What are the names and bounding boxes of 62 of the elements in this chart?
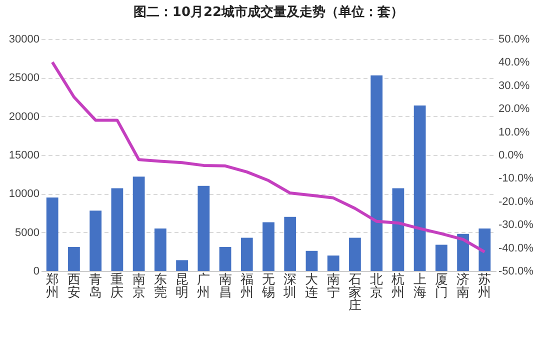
bar xyxy=(46,198,58,271)
bar xyxy=(435,244,448,271)
x-tick-label: 广州 xyxy=(197,272,210,300)
bar xyxy=(68,247,80,271)
x-tick-label: 重庆 xyxy=(110,272,124,300)
y2-tick-label: 10.0% xyxy=(498,126,530,138)
bar xyxy=(154,228,166,271)
chart-title: 图二：10月22城市成交量及走势（单位：套） xyxy=(133,4,404,20)
y2-tick-label: 50.0% xyxy=(498,34,530,46)
bar xyxy=(262,222,274,271)
y-tick-label: 10000 xyxy=(8,188,40,200)
x-tick-label: 无锡 xyxy=(261,272,275,300)
x-tick-label: 昆明 xyxy=(176,272,189,300)
x-tick-label: 福州 xyxy=(240,272,254,300)
bar xyxy=(370,75,383,271)
bar xyxy=(284,216,296,271)
x-tick-label: 深圳 xyxy=(282,272,297,300)
bar xyxy=(457,234,469,271)
y-tick-label: 25000 xyxy=(8,72,40,84)
y2-tick-label: 40.0% xyxy=(498,56,530,69)
bar xyxy=(219,247,232,271)
x-tick-label: 南昌 xyxy=(218,272,232,300)
y2-tick-label: -30.0% xyxy=(498,219,534,232)
x-tick-label: 石家庄 xyxy=(348,272,362,314)
y2-tick-label: 20.0% xyxy=(498,103,530,116)
y2-tick-label: -20.0% xyxy=(498,196,534,208)
x-tick-label: 南京 xyxy=(132,272,146,300)
bar xyxy=(240,238,253,271)
x-tick-label: 上海 xyxy=(413,272,426,300)
bar xyxy=(349,238,361,271)
bar xyxy=(392,188,404,271)
y2-tick-label: 0.0% xyxy=(498,150,524,162)
bar xyxy=(111,188,124,271)
y-tick-label: 20000 xyxy=(8,110,40,123)
x-tick-label: 厦门 xyxy=(434,272,448,300)
bar xyxy=(90,210,102,271)
x-tick-label: 北京 xyxy=(370,272,384,300)
bar xyxy=(176,260,188,271)
x-tick-label: 济南 xyxy=(456,272,470,300)
y2-tick-label: -50.0% xyxy=(498,266,534,278)
y2-tick-label: -40.0% xyxy=(498,242,534,254)
bar xyxy=(132,176,145,271)
x-tick-label: 南宁 xyxy=(326,272,340,300)
x-tick-label: 西安 xyxy=(67,272,80,300)
y-tick-label: 5000 xyxy=(15,226,40,239)
y-tick-label: 0 xyxy=(33,266,40,278)
y-tick-label: 30000 xyxy=(8,34,40,46)
bar xyxy=(198,186,210,271)
x-tick-label: 东莞 xyxy=(154,272,167,300)
y2-tick-label: 30.0% xyxy=(498,80,530,92)
y2-tick-label: -10.0% xyxy=(498,172,534,185)
x-tick-label: 苏州 xyxy=(478,272,492,300)
x-tick-label: 郑州 xyxy=(46,272,59,300)
x-tick-label: 青岛 xyxy=(89,272,102,300)
bar xyxy=(327,256,340,271)
line-series xyxy=(50,60,486,254)
bar xyxy=(414,106,426,271)
bar xyxy=(306,250,318,271)
x-tick-label: 大连 xyxy=(305,272,318,300)
y-tick-label: 15000 xyxy=(8,150,40,162)
x-tick-label: 杭州 xyxy=(390,272,405,300)
bar xyxy=(478,228,491,271)
